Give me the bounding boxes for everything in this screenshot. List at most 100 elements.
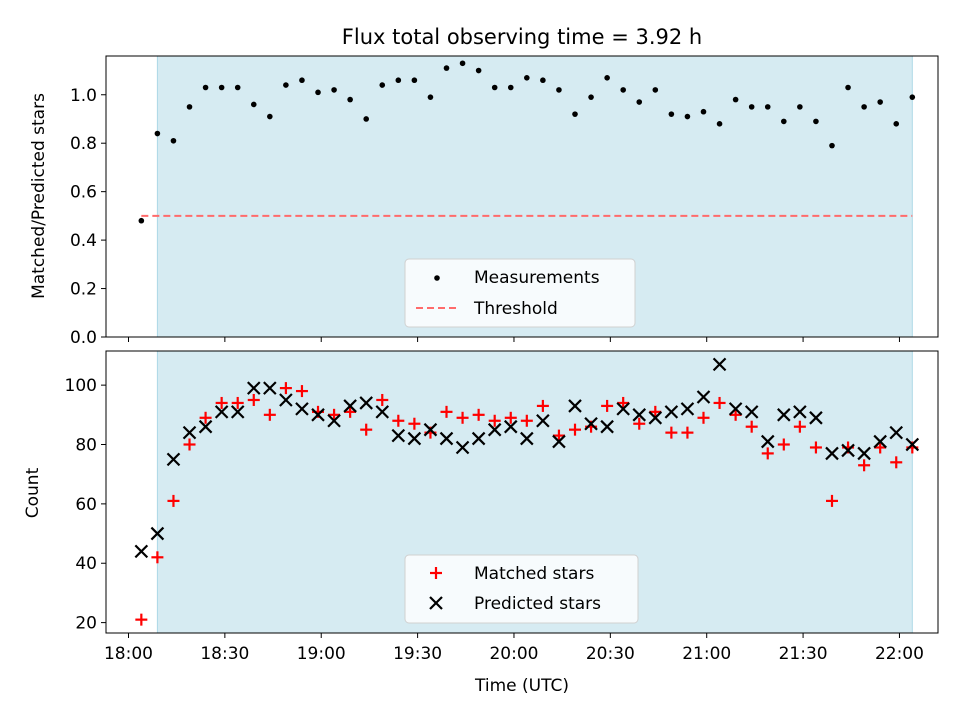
predicted-stars-point (423, 422, 438, 437)
measurement-point (379, 82, 386, 88)
measurement-point (797, 104, 803, 110)
measurement-point (764, 104, 771, 110)
measurement-point (636, 99, 643, 105)
y-tick-label: 40 (75, 554, 97, 574)
measurement-point (861, 104, 867, 110)
predicted-stars-point (375, 405, 390, 419)
bottom-y-ticks: 20 40 60 80 100 (65, 376, 106, 634)
matched-stars-point (793, 420, 806, 433)
matched-stars-point (392, 414, 405, 427)
measurement-point (588, 94, 594, 100)
predicted-stars-point (520, 431, 534, 446)
x-axis-label: Time (UTC) (474, 676, 569, 696)
predicted-stars-point (712, 357, 727, 372)
matched-stars-point (633, 417, 646, 430)
predicted-stars-point (777, 408, 791, 422)
predicted-stars-series (134, 357, 920, 559)
measurement-point (395, 77, 402, 84)
matched-stars-point (809, 441, 822, 454)
predicted-stars-point (632, 408, 647, 422)
x-tick-label: 18:30 (200, 644, 249, 664)
predicted-stars-point (455, 440, 470, 455)
x-tick-label: 20:00 (489, 644, 538, 664)
measurement-point (781, 118, 787, 125)
measurement-point (491, 84, 498, 91)
measurement-point (716, 121, 723, 127)
predicted-stars-point (889, 425, 904, 440)
y-tick-label: 80 (75, 436, 97, 456)
top-legend-box (404, 258, 636, 328)
matched-stars-point (408, 417, 421, 430)
matched-stars-point (745, 420, 758, 433)
predicted-stars-point (198, 419, 213, 434)
matched-stars-point (279, 382, 292, 395)
matched-stars-point (825, 494, 838, 507)
measurement-point (524, 75, 530, 81)
measurement-point (684, 113, 691, 120)
predicted-stars-point (552, 434, 566, 449)
matched-stars-point (713, 396, 726, 409)
x-tick-label: 19:00 (297, 644, 346, 664)
matched-stars-point (874, 441, 887, 454)
predicted-stars-point (487, 422, 502, 437)
measurement-point (813, 118, 819, 125)
y-tick-label: 20 (75, 614, 97, 634)
top-legend: Measurements Threshold (404, 258, 636, 328)
measurement-point (154, 130, 161, 137)
predicted-stars-point (728, 402, 743, 416)
y-tick-label: 100 (65, 376, 97, 396)
chart-title: Flux total observing time = 3.92 h (342, 25, 702, 49)
predicted-stars-point (295, 402, 309, 416)
legend-threshold-label: Threshold (473, 299, 558, 319)
matched-stars-point (729, 408, 742, 421)
bottom-y-axis-label: Count (23, 467, 43, 518)
matched-stars-point (858, 459, 871, 472)
measurement-point (331, 87, 337, 93)
matched-stars-point (472, 408, 485, 421)
legend-predicted-marker (429, 596, 443, 610)
measurement-point (700, 108, 707, 115)
predicted-stars-point (150, 526, 165, 541)
predicted-stars-point (214, 405, 229, 419)
matched-stars-point (681, 426, 694, 439)
matched-stars-point (167, 494, 180, 507)
predicted-stars-point (536, 413, 550, 428)
predicted-stars-point (568, 399, 582, 413)
measurement-point (652, 87, 659, 93)
bottom-panel: 20 40 60 80 100 18:00 18:30 19:00 19:30 20:00 20:… (23, 350, 939, 696)
measurement-point (234, 84, 241, 91)
matched-stars-point (536, 399, 549, 412)
matched-stars-point (183, 438, 196, 451)
y-tick-label: 0.2 (70, 280, 97, 300)
matched-stars-point (328, 408, 341, 421)
measurement-point (411, 77, 418, 84)
measurement-point (475, 67, 482, 74)
predicted-stars-point (905, 437, 920, 452)
predicted-stars-point (503, 419, 518, 434)
x-tick-label: 21:30 (779, 644, 828, 664)
top-y-axis-label: Matched/Predicted stars (29, 93, 49, 299)
predicted-stars-point (311, 408, 325, 422)
matched-stars-point (247, 393, 260, 406)
predicted-stars-point (760, 434, 775, 449)
matched-stars-point (456, 411, 469, 424)
predicted-stars-point (744, 405, 759, 419)
matched-stars-point (295, 385, 308, 398)
measurement-point (668, 111, 675, 117)
matched-stars-point (151, 551, 164, 564)
predicted-stars-point (809, 411, 823, 425)
predicted-stars-point (873, 434, 887, 449)
matched-stars-point (504, 411, 517, 424)
predicted-stars-point (664, 405, 679, 419)
measurement-point (909, 94, 916, 100)
measurement-point (556, 87, 562, 93)
y-tick-label: 0.0 (70, 328, 97, 348)
matched-stars-point (697, 411, 710, 424)
legend-predicted-label: Predicted stars (474, 594, 601, 614)
predicted-stars-point (343, 399, 357, 413)
matched-stars-point (215, 396, 228, 409)
matched-stars-point (777, 438, 790, 451)
bottom-axes-frame (105, 350, 939, 634)
measurement-point (829, 142, 835, 149)
